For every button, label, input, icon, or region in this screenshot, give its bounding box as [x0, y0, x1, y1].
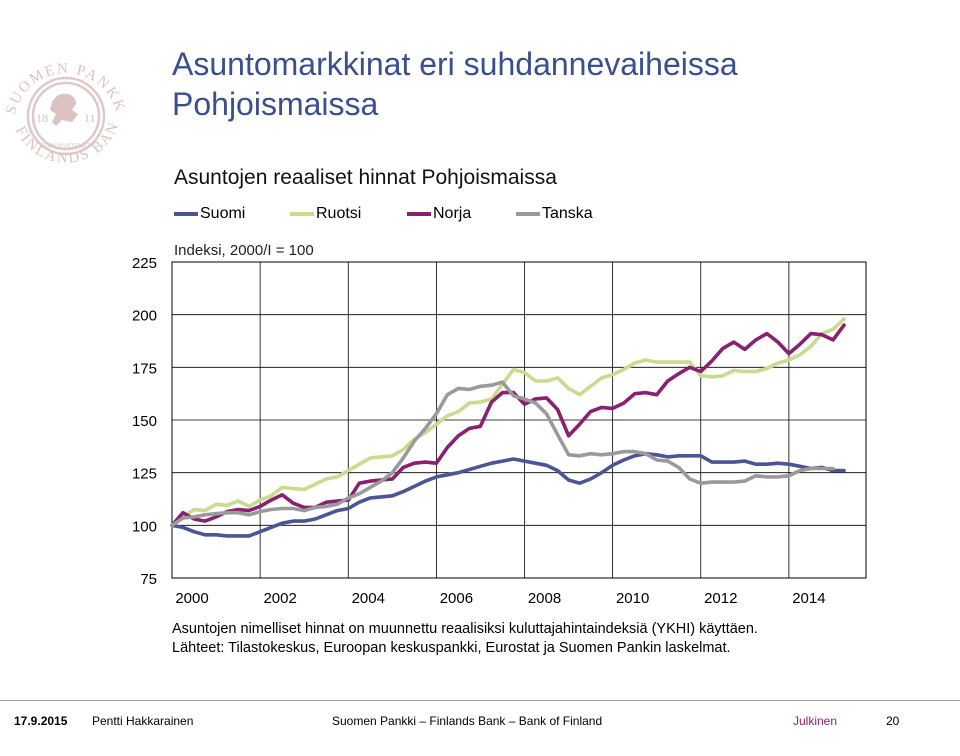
legend-item-ruotsi: Ruotsi — [290, 205, 361, 223]
y-tick-label: 200 — [132, 308, 157, 325]
lion-icon — [50, 93, 78, 126]
x-tick-label: 2002 — [263, 590, 296, 607]
legend-label-norja: Norja — [433, 205, 472, 222]
x-tick-label: 2004 — [352, 590, 385, 607]
series-line-tanska — [170, 380, 835, 528]
y-tick-label: 125 — [132, 466, 157, 483]
legend-label-tanska: Tanska — [542, 205, 593, 222]
y-tick-label: 75 — [140, 571, 157, 588]
series-line-suomi — [170, 451, 846, 538]
y-tick-label: 175 — [132, 360, 157, 377]
legend-item-suomi: Suomi — [174, 205, 245, 223]
x-tick-label: 2014 — [792, 590, 825, 607]
footer-organization: Suomen Pankki – Finlands Bank – Bank of … — [332, 714, 603, 728]
footer-divider — [0, 700, 960, 701]
x-tick-label: 2010 — [616, 590, 649, 607]
x-tick-label: 2008 — [528, 590, 561, 607]
footer-author: Pentti Hakkarainen — [92, 714, 194, 728]
legend-item-norja: Norja — [407, 205, 471, 223]
x-tick-label: 2012 — [704, 590, 737, 607]
footer-classification: Julkinen — [793, 714, 838, 728]
bank-logo: SUOMEN PANKKI FINLANDS BANK 18 11 EUROSY… — [0, 40, 126, 167]
legend-swatch-suomi — [174, 212, 198, 216]
legend-swatch-tanska — [516, 212, 540, 216]
footer-page-number: 20 — [886, 714, 900, 728]
chart-note: Asuntojen nimelliset hinnat on muunnettu… — [172, 621, 758, 637]
legend-label-suomi: Suomi — [200, 205, 246, 222]
chart-source: Lähteet: Tilastokeskus, Euroopan keskusp… — [172, 640, 731, 656]
legend-swatch-ruotsi — [290, 212, 314, 216]
series-line-ruotsi — [170, 317, 846, 528]
x-tick-label: 2000 — [175, 590, 208, 607]
legend-label-ruotsi: Ruotsi — [316, 205, 362, 222]
line-chart: 75 100 125 150 175 200 225 2000 2002 2004 2006 2008… — [132, 242, 867, 607]
y-tick-label: 150 — [132, 413, 157, 430]
logo-ribbon: EUROSYSTEMET — [41, 144, 91, 150]
slide-title: Asuntomarkkinat eri suhdannevaiheissa Po… — [172, 46, 738, 122]
x-tick-label: 2006 — [440, 590, 473, 607]
y-axis-label: Indeksi, 2000/I = 100 — [174, 242, 314, 259]
y-tick-label: 100 — [132, 518, 157, 535]
footer-date: 17.9.2015 — [14, 714, 68, 728]
chart-title: Asuntojen reaaliset hinnat Pohjoismaissa — [174, 166, 557, 189]
y-tick-label: 225 — [132, 255, 157, 272]
legend-item-tanska: Tanska — [516, 205, 593, 223]
legend-swatch-norja — [407, 212, 431, 216]
logo-year-left: 18 — [36, 111, 48, 125]
logo-year-right: 11 — [84, 111, 96, 125]
series-line-norja — [170, 323, 846, 528]
